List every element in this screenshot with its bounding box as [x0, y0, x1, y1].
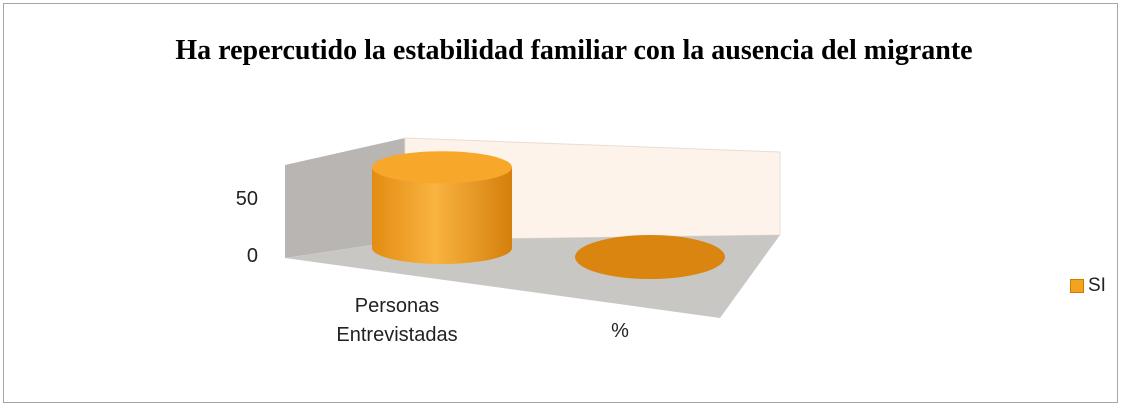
legend-swatch-si: [1070, 279, 1084, 293]
bar-1: [575, 235, 725, 279]
category-label-0-line-1: Entrevistadas: [336, 324, 457, 346]
category-label-0-line-0: Personas: [355, 295, 440, 317]
chart-title: Ha repercutido la estabilidad familiar c…: [175, 35, 973, 66]
legend-label-si: SI: [1088, 275, 1106, 296]
legend: SI: [1070, 275, 1106, 297]
bar-top-0: [372, 151, 512, 184]
chart-frame: Ha repercutido la estabilidad familiar c…: [3, 3, 1118, 403]
y-tick-0: 0: [247, 245, 258, 267]
category-label-1: %: [611, 320, 629, 342]
bar-0: [372, 167, 512, 264]
y-tick-1: 50: [236, 188, 258, 210]
